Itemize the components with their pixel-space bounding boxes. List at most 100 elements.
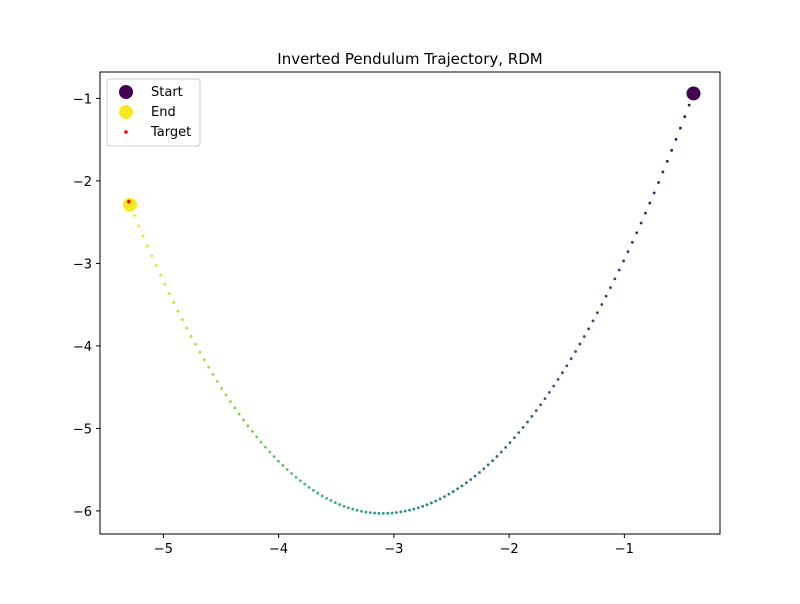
x-tick-label: −1: [615, 542, 634, 557]
trajectory-point: [381, 511, 385, 515]
trajectory-point: [569, 357, 573, 361]
trajectory-point: [434, 499, 438, 503]
trajectory-point: [644, 211, 647, 215]
trajectory-point: [473, 474, 477, 478]
trajectory-point: [211, 373, 215, 376]
trajectory-point: [443, 495, 446, 499]
trajectory-point: [229, 400, 232, 403]
y-axis: −6 −5 −4 −3 −2 −1: [73, 92, 100, 520]
trajectory-point: [137, 224, 141, 228]
trajectory-point: [272, 455, 276, 459]
trajectory-point: [290, 472, 293, 475]
start-marker: [686, 86, 701, 101]
trajectory-point: [412, 507, 416, 511]
trajectory-point: [246, 424, 250, 428]
trajectory-point: [377, 511, 381, 515]
trajectory-point: [373, 511, 376, 515]
trajectory-point: [189, 334, 193, 338]
trajectory-point: [547, 391, 551, 394]
trajectory-point: [687, 103, 691, 107]
trajectory-point: [683, 115, 687, 119]
legend-marker-end: [119, 105, 133, 119]
trajectory-point: [342, 504, 346, 508]
trajectory-point: [202, 358, 206, 362]
trajectory-point: [530, 415, 534, 418]
y-tick-label: −1: [73, 92, 92, 107]
trajectory-point: [622, 259, 625, 263]
trajectory-point: [364, 510, 368, 514]
trajectory-point: [150, 254, 154, 258]
y-tick-label: −2: [73, 175, 92, 190]
trajectory-point: [582, 335, 586, 338]
legend-label: Target: [150, 125, 191, 140]
trajectory-point: [316, 491, 320, 495]
trajectory-point: [220, 386, 224, 390]
trajectory-point: [198, 350, 202, 354]
trajectory-point: [132, 214, 136, 217]
trajectory-point: [176, 309, 180, 313]
trajectory-point: [303, 482, 307, 486]
y-tick-label: −4: [73, 340, 92, 355]
trajectory-point: [600, 303, 604, 306]
trajectory-point: [565, 364, 569, 368]
trajectory-point: [661, 170, 665, 174]
trajectory-point: [460, 484, 464, 488]
trajectory-point: [403, 509, 407, 513]
trajectory-point: [355, 508, 359, 512]
trajectory-point: [277, 459, 280, 463]
trajectory-point: [259, 440, 263, 444]
trajectory-point: [491, 459, 494, 463]
trajectory-point: [325, 496, 328, 500]
trajectory-point: [521, 426, 525, 429]
trajectory-point: [478, 471, 481, 474]
trajectory-point: [360, 509, 363, 513]
trajectory-point: [512, 436, 516, 440]
trajectory-point: [346, 506, 350, 510]
trajectory-point: [351, 507, 355, 511]
trajectory-point: [613, 277, 617, 281]
trajectory-point: [421, 504, 425, 508]
trajectory-point: [338, 503, 342, 506]
trajectory-point: [172, 300, 176, 304]
legend-label: End: [151, 105, 176, 120]
trajectory-point: [534, 409, 538, 413]
trajectory-point: [425, 503, 429, 507]
trajectory-point: [464, 481, 468, 485]
trajectory-point: [482, 467, 486, 471]
trajectory-point: [163, 282, 167, 286]
trajectory-point: [456, 487, 459, 491]
trajectory-point: [447, 492, 451, 496]
y-tick-label: −3: [73, 257, 92, 272]
trajectory-point: [263, 445, 267, 449]
trajectory-point: [552, 384, 556, 388]
trajectory-point: [639, 221, 643, 225]
axes-frame: [99, 71, 721, 535]
trajectory-point: [159, 273, 162, 277]
x-tick-label: −5: [154, 542, 173, 557]
trajectory-point: [526, 420, 529, 424]
trajectory-point: [395, 511, 398, 514]
trajectory-point: [574, 350, 577, 353]
trajectory-point: [499, 450, 503, 454]
trajectory-point: [250, 430, 254, 433]
plot-area: [122, 86, 701, 515]
trajectory-point: [141, 234, 145, 238]
legend: Start End Target: [106, 78, 201, 147]
legend-marker-start: [119, 85, 133, 99]
trajectory-point: [609, 286, 612, 290]
trajectory-point: [233, 406, 237, 410]
trajectory-point: [486, 463, 490, 467]
trajectory-point: [281, 464, 285, 467]
trajectory-point: [561, 371, 564, 375]
trajectory-point: [312, 488, 315, 492]
legend-marker-target: [124, 130, 128, 134]
trajectory-point: [268, 450, 272, 454]
trajectory-point: [194, 342, 197, 346]
trajectory-point: [167, 292, 171, 295]
trajectory-point: [595, 311, 599, 315]
trajectory-point: [630, 240, 634, 244]
trajectory-point: [224, 393, 228, 397]
y-tick-label: −5: [73, 422, 92, 437]
trajectory-point: [307, 485, 311, 489]
